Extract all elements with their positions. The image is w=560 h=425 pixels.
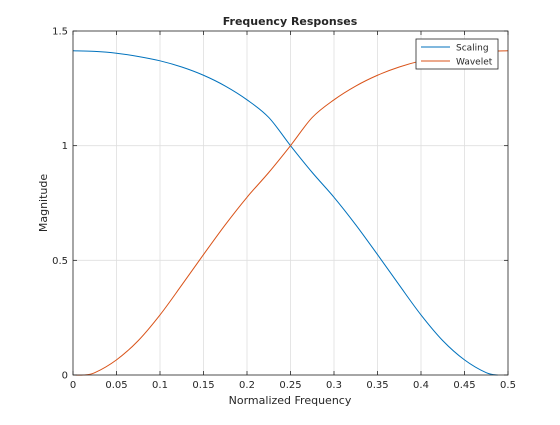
- y-axis-label: Magnitude: [37, 174, 50, 233]
- x-tick-label: 0.05: [105, 380, 127, 391]
- x-axis-label: Normalized Frequency: [229, 394, 352, 407]
- y-tick-label: 0: [62, 371, 68, 382]
- x-tick-label: 0.2: [239, 380, 255, 391]
- x-tick-label: 0.3: [326, 380, 342, 391]
- y-tick-label: 0.5: [52, 256, 68, 267]
- legend-box: [415, 38, 499, 70]
- x-tick-label: 0.45: [453, 380, 475, 391]
- x-tick-label: 0.1: [152, 380, 168, 391]
- y-tick-label: 1: [62, 141, 68, 152]
- x-tick-label: 0.25: [279, 380, 301, 391]
- legend-label-scaling: Scaling: [456, 44, 489, 54]
- legend: Scaling Wavelet: [415, 38, 499, 70]
- x-tick-label: 0.4: [413, 380, 429, 391]
- x-tick-label: 0.35: [366, 380, 388, 391]
- x-tick-label: 0.15: [192, 380, 214, 391]
- x-tick-label: 0: [70, 380, 76, 391]
- legend-label-wavelet: Wavelet: [456, 58, 493, 68]
- y-tick-label: 1.5: [52, 27, 68, 38]
- chart-title: Frequency Responses: [223, 15, 358, 28]
- x-tick-label: 0.5: [500, 380, 516, 391]
